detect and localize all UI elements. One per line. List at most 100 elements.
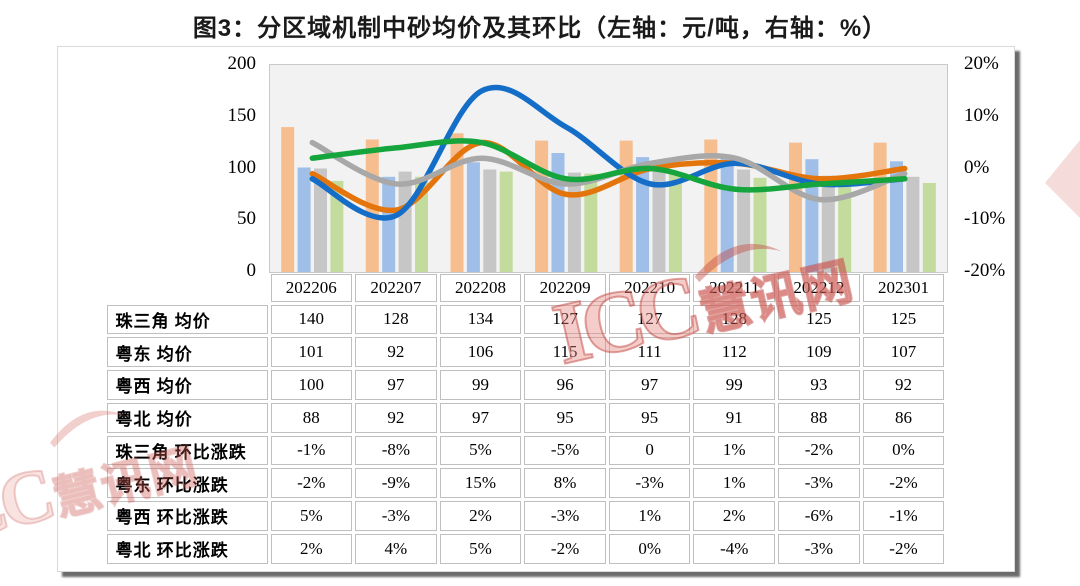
bar-粤西 均价 <box>906 176 920 272</box>
table-value-cell: 88 <box>270 402 353 433</box>
table-value-cell: 1% <box>608 501 691 531</box>
table-value-cell: 97 <box>355 370 437 400</box>
table-value-cell: 2% <box>270 533 353 564</box>
table-value-cell: -2% <box>778 435 860 466</box>
bar-粤西 均价 <box>398 171 412 272</box>
line-粤北 环比涨跌 <box>309 138 908 193</box>
bar-珠三角 均价 <box>704 139 718 272</box>
table-value-cell: 15% <box>439 468 522 498</box>
table-value-cell: 99 <box>693 370 776 400</box>
table-value-cell: 97 <box>608 370 691 400</box>
table-value-cell: 115 <box>524 337 606 367</box>
table-value-cell: 8% <box>524 468 606 498</box>
data-table: 202206 202207 202208 202209 202210 202211 2022… <box>105 272 946 565</box>
bar-珠三角 均价 <box>619 140 633 272</box>
bar-粤西 均价 <box>314 168 327 272</box>
bar-珠三角 均价 <box>873 142 887 272</box>
table-value-cell: 0 <box>608 435 691 466</box>
table-value-cell: 5% <box>270 501 353 531</box>
table-value-cell: 96 <box>524 370 606 400</box>
row-label-cell: 粤北 环比涨跌 <box>106 533 268 564</box>
month-header-cell: 202210 <box>608 273 691 302</box>
month-header-cell: 202212 <box>778 273 860 302</box>
bar-粤东 均价 <box>636 157 650 272</box>
table-value-cell: -1% <box>270 435 353 466</box>
table-value-cell: -3% <box>608 468 691 498</box>
table-value-cell: 4% <box>355 533 437 564</box>
month-header-cell: 202206 <box>270 273 353 302</box>
row-label-cell: 粤西 环比涨跌 <box>106 501 268 531</box>
bar-粤东 均价 <box>890 161 903 272</box>
bar-粤东 均价 <box>551 153 565 272</box>
table-value-cell: 109 <box>778 337 860 367</box>
watermark-fragment-right <box>1045 140 1080 218</box>
right-axis-tick: -20% <box>964 260 1006 281</box>
table-value-cell: 2% <box>693 501 776 531</box>
table-value-cell: 92 <box>862 370 945 400</box>
table-value-cell: 97 <box>439 402 522 433</box>
right-axis-tick: 10% <box>964 104 999 126</box>
table-value-cell: 140 <box>270 304 353 335</box>
left-axis-tick: 0 <box>246 260 257 281</box>
right-axis-tick: 20% <box>964 53 999 74</box>
month-header-cell: 202209 <box>524 273 606 302</box>
plot-area <box>269 64 948 273</box>
bar-粤北 均价 <box>330 180 344 272</box>
table-value-cell: -1% <box>862 501 945 531</box>
table-value-cell: 5% <box>439 435 522 466</box>
table-value-cell: 125 <box>862 304 945 335</box>
row-label-cell: 粤北 均价 <box>106 402 268 433</box>
table-value-cell: 125 <box>778 304 860 335</box>
table-value-cell: -9% <box>355 468 437 498</box>
table-value-cell: 95 <box>524 402 606 433</box>
table-value-cell: -2% <box>270 468 353 498</box>
table-value-cell: -6% <box>778 501 860 531</box>
table-value-cell: 106 <box>439 337 522 367</box>
row-label-cell: 粤东 均价 <box>106 337 268 367</box>
bar-粤西 均价 <box>821 175 835 272</box>
left-axis-tick: 100 <box>227 156 257 178</box>
bar-珠三角 均价 <box>789 142 802 272</box>
bar-粤北 均价 <box>922 183 936 272</box>
table-corner-cell <box>107 274 268 302</box>
table-value-cell: -5% <box>524 435 606 466</box>
bar-粤西 均价 <box>737 169 751 272</box>
table-value-cell: -2% <box>862 468 945 498</box>
left-axis-tick: 150 <box>227 104 257 126</box>
row-label-cell: 粤西 均价 <box>106 370 268 400</box>
month-header-cell: 202301 <box>862 273 945 302</box>
table-value-cell: -8% <box>355 435 437 466</box>
table-value-cell: 2% <box>439 501 522 531</box>
bar-粤北 均价 <box>668 173 682 272</box>
table-value-cell: -3% <box>524 501 606 531</box>
table-value-cell: -3% <box>778 468 860 498</box>
table-value-cell: 1% <box>693 435 776 466</box>
row-label-cell: 珠三角 均价 <box>106 304 268 335</box>
page-title: 图3：分区域机制中砂均价及其环比（左轴：元/吨，右轴：%） <box>192 15 888 42</box>
bar-粤东 均价 <box>382 176 396 272</box>
chart-panel: 200 150 100 50 0 20% 10% 0% -10% -20% 202206 2022… <box>57 46 1015 572</box>
bar-line-chart <box>281 84 936 272</box>
bar-粤西 均价 <box>483 169 497 272</box>
table-value-cell: 128 <box>355 304 437 335</box>
month-header-cell: 202208 <box>439 273 522 302</box>
right-axis-tick: -10% <box>964 208 1006 230</box>
bar-珠三角 均价 <box>281 127 295 272</box>
row-label-cell: 珠三角 环比涨跌 <box>106 435 268 466</box>
table-value-cell: 134 <box>439 304 522 335</box>
bar-粤北 均价 <box>838 180 852 272</box>
table-value-cell: -2% <box>862 533 945 564</box>
bar-粤北 均价 <box>584 173 598 272</box>
bar-粤东 均价 <box>720 156 734 272</box>
table-value-cell: 100 <box>270 370 353 400</box>
table-value-cell: 107 <box>862 337 945 367</box>
bar-粤东 均价 <box>297 167 311 272</box>
right-axis-tick: 0% <box>964 156 990 178</box>
table-value-cell: 128 <box>693 304 776 335</box>
month-header-cell: 202211 <box>693 273 776 302</box>
table-value-cell: 0% <box>608 533 691 564</box>
table-value-cell: 86 <box>862 402 945 433</box>
month-header-cell: 202207 <box>355 273 437 302</box>
table-value-cell: -3% <box>778 533 860 564</box>
